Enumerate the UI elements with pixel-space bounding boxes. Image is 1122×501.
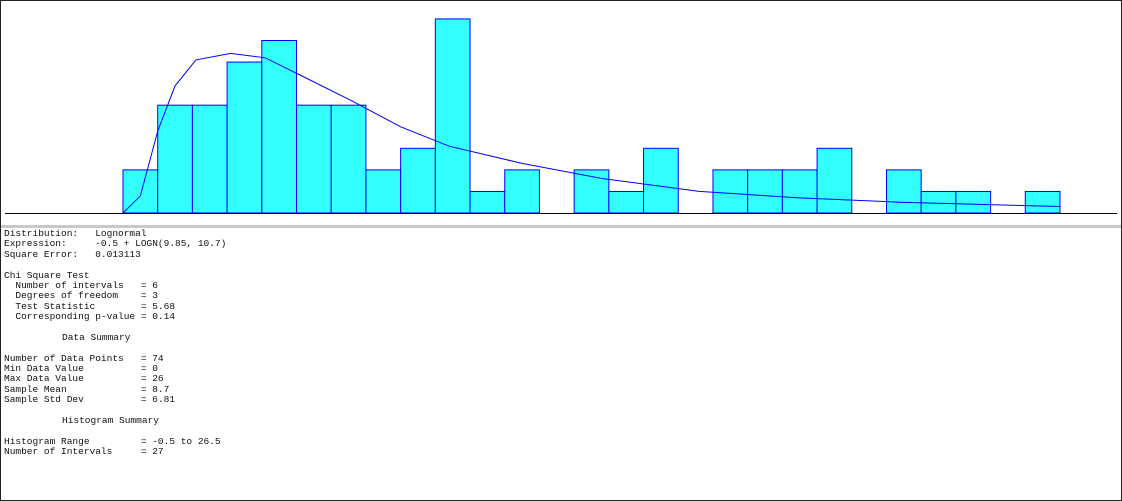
splitter <box>1 225 1121 228</box>
report-line: Corresponding p-value = 0.14 <box>4 311 176 323</box>
histogram-bar <box>261 40 298 214</box>
histogram-bar <box>955 190 992 214</box>
histogram-bar <box>434 18 471 214</box>
report-block: Number of Data Points = 74 Min Data Value… <box>4 352 226 406</box>
histogram-bar <box>296 104 332 214</box>
histogram-bar <box>330 104 367 214</box>
report-line: Distribution: Lognormal <box>4 228 147 239</box>
report-line: Sample Mean = 8.7 <box>4 383 170 395</box>
histogram-bar <box>608 190 645 214</box>
histogram-bar <box>226 61 263 214</box>
fitted-curve <box>122 52 1061 214</box>
section-heading: Data Summary <box>62 331 131 343</box>
histogram-bar <box>643 147 679 214</box>
histogram-bar <box>469 190 506 214</box>
report-line: Histogram Range = -0.5 to 26.5 <box>4 435 221 447</box>
report-line: Expression: -0.5 + LOGN(9.85, 10.7) <box>4 238 227 250</box>
histogram-bar <box>920 190 957 214</box>
report-block: Data Summary <box>4 331 226 343</box>
report-line: Number of Intervals = 27 <box>4 446 164 458</box>
report-line: Test Statistic = 5.68 <box>4 300 176 312</box>
report-line: Number of Data Points = 74 <box>4 352 164 364</box>
report-line: Sample Std Dev = 6.81 <box>4 394 176 406</box>
histogram-chart <box>1 18 1121 228</box>
histogram-bar <box>191 104 228 214</box>
histogram-bar <box>400 147 436 214</box>
histogram-bar <box>885 169 922 214</box>
report-block: Chi Square Test Number of intervals = 6 … <box>4 269 226 323</box>
report-line: Square Error: 0.013113 <box>4 248 141 260</box>
report-line: Max Data Value = 26 <box>4 373 164 385</box>
histogram-bar <box>365 169 402 214</box>
report-line: Chi Square Test <box>4 269 90 281</box>
histogram-bar <box>747 169 783 214</box>
report-line: Degrees of freedom = 3 <box>4 290 158 302</box>
histogram-bar <box>504 169 540 214</box>
histogram-bar <box>1024 190 1061 214</box>
histogram-bar <box>816 147 853 214</box>
histogram-bar <box>781 169 818 214</box>
report-block: Histogram Summary <box>4 415 226 427</box>
report-block: Distribution: Lognormal Expression: -0.5 … <box>4 228 227 260</box>
section-heading: Histogram Summary <box>62 415 159 427</box>
histogram-bar <box>122 169 159 214</box>
histogram-bar <box>573 169 610 214</box>
histogram-bar <box>712 169 749 214</box>
fit-report: Distribution: Lognormal Expression: -0.5 … <box>4 228 227 468</box>
histogram-bar <box>157 104 193 214</box>
report-line: Min Data Value = 0 <box>4 363 158 375</box>
report-block: Histogram Range = -0.5 to 26.5 Number of … <box>4 435 226 458</box>
report-line: Number of intervals = 6 <box>4 279 158 291</box>
